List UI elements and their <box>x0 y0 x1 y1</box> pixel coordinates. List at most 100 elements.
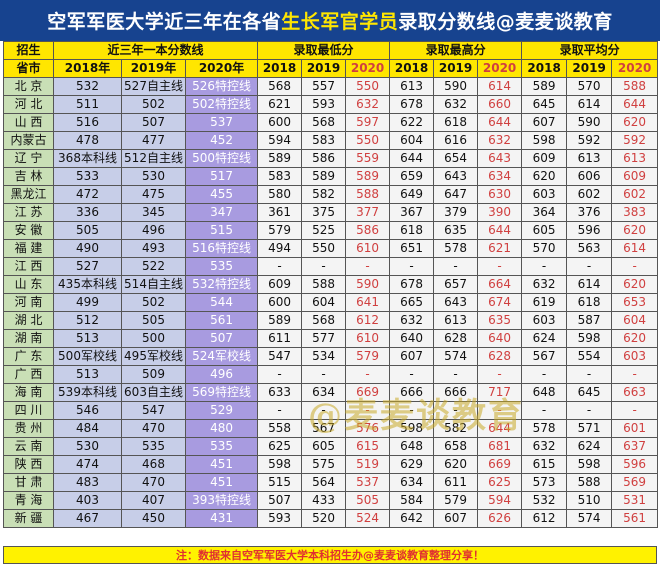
highest-2019: 379 <box>433 203 479 222</box>
average-2018: 612 <box>521 509 568 528</box>
control-line-2019: 514自主线 <box>121 275 186 294</box>
control-line-2020: 393特控线 <box>184 491 259 510</box>
table-row: 湖 南 513 500 507 611 577 610 640 628 640 624 598 620 <box>3 329 659 348</box>
table-row: 福 建 490 493 516特控线 494 550 610 651 578 621 570 563 6… <box>3 239 659 258</box>
control-line-2019: 535 <box>121 437 186 456</box>
highest-2019: 632 <box>433 95 479 114</box>
lowest-2020: 590 <box>345 275 391 294</box>
control-line-2020: 452 <box>184 131 259 150</box>
highest-2018: 648 <box>389 437 435 456</box>
control-line-2019: 527自主线 <box>121 77 186 96</box>
control-line-2019: 496 <box>121 221 186 240</box>
control-line-2020: 524军校线 <box>184 347 259 366</box>
lowest-2018: 515 <box>257 473 303 492</box>
control-line-2020: 500特控线 <box>184 149 259 168</box>
average-2020: 531 <box>611 491 659 510</box>
highest-2020: 635 <box>477 311 523 330</box>
average-2019: 571 <box>566 419 613 438</box>
corner-header-top: 招生 <box>3 41 54 60</box>
lowest-2018: 600 <box>257 293 303 312</box>
table-row: 湖 北 512 505 561 589 568 612 632 613 635 603 587 604 <box>3 311 659 330</box>
province-name: 广 东 <box>3 347 54 366</box>
highest-2018: - <box>389 257 435 276</box>
highest-2019: 643 <box>433 167 479 186</box>
highest-2020: 644 <box>477 113 523 132</box>
average-2018: - <box>521 401 568 420</box>
average-2018: 603 <box>521 311 568 330</box>
lowest-2018: 633 <box>257 383 303 402</box>
average-2019: 574 <box>566 509 613 528</box>
average-2019: 618 <box>566 293 613 312</box>
control-line-2019: 495军校线 <box>121 347 186 366</box>
lowest-2019: - <box>301 257 347 276</box>
average-2019: 554 <box>566 347 613 366</box>
average-2019: 510 <box>566 491 613 510</box>
province-name: 山 西 <box>3 113 54 132</box>
year-header: 2018 <box>389 59 435 78</box>
lowest-2019: 589 <box>301 167 347 186</box>
average-2019: 570 <box>566 77 613 96</box>
lowest-2020: 505 <box>345 491 391 510</box>
highest-2020: 594 <box>477 491 523 510</box>
highest-2019: 611 <box>433 473 479 492</box>
lowest-2020: 641 <box>345 293 391 312</box>
highest-2020: 669 <box>477 455 523 474</box>
highest-2019: 618 <box>433 113 479 132</box>
average-2018: 615 <box>521 455 568 474</box>
average-2019: 645 <box>566 383 613 402</box>
highest-2020: 660 <box>477 95 523 114</box>
highest-2020: 621 <box>477 239 523 258</box>
average-2020: 602 <box>611 185 659 204</box>
average-2019: 588 <box>566 473 613 492</box>
average-2018: 598 <box>521 131 568 150</box>
table-row: 陕 西 474 468 451 598 575 519 629 620 669 615 598 596 <box>3 455 659 474</box>
highest-2020: 644 <box>477 221 523 240</box>
average-2020: 569 <box>611 473 659 492</box>
lowest-2019: 588 <box>301 275 347 294</box>
control-line-2018: 546 <box>53 401 122 420</box>
province-name: 海 南 <box>3 383 54 402</box>
highest-2018: 367 <box>389 203 435 222</box>
lowest-2019: 534 <box>301 347 347 366</box>
average-2018: 567 <box>521 347 568 366</box>
highest-2019: 613 <box>433 311 479 330</box>
highest-2018: 640 <box>389 329 435 348</box>
highest-2019: 620 <box>433 455 479 474</box>
lowest-2019: 583 <box>301 131 347 150</box>
highest-2018: 642 <box>389 509 435 528</box>
group-header-average: 录取平均分 <box>521 41 659 60</box>
title-part-1: 空军军医大学近三年在各省 <box>47 11 282 33</box>
lowest-2018: 568 <box>257 77 303 96</box>
lowest-2020: 632 <box>345 95 391 114</box>
highest-2018: 622 <box>389 113 435 132</box>
lowest-2019: 557 <box>301 77 347 96</box>
lowest-2018: 507 <box>257 491 303 510</box>
highest-2020: 674 <box>477 293 523 312</box>
control-line-2020: 496 <box>184 365 259 384</box>
highest-2020: 632 <box>477 131 523 150</box>
average-2019: 606 <box>566 167 613 186</box>
average-2020: 561 <box>611 509 659 528</box>
lowest-2020: 537 <box>345 473 391 492</box>
group-header-lowest: 录取最低分 <box>257 41 391 60</box>
province-name: 贵 州 <box>3 419 54 438</box>
highest-2019: 578 <box>433 239 479 258</box>
lowest-2020: 586 <box>345 221 391 240</box>
highest-2018: 665 <box>389 293 435 312</box>
control-line-2019: 407 <box>121 491 186 510</box>
control-line-2018: 483 <box>53 473 122 492</box>
average-2020: 588 <box>611 77 659 96</box>
lowest-2018: 558 <box>257 419 303 438</box>
table-row: 安 徽 505 496 515 579 525 586 618 635 644 605 596 620 <box>3 221 659 240</box>
year-header: 2018 <box>257 59 303 78</box>
highest-2018: - <box>389 401 435 420</box>
lowest-2018: 609 <box>257 275 303 294</box>
highest-2019: 616 <box>433 131 479 150</box>
lowest-2019: 568 <box>301 113 347 132</box>
lowest-2020: 579 <box>345 347 391 366</box>
control-line-2020: 347 <box>184 203 259 222</box>
highest-2020: 634 <box>477 167 523 186</box>
control-line-2018: 512 <box>53 311 122 330</box>
control-line-2018: 336 <box>53 203 122 222</box>
average-2018: 619 <box>521 293 568 312</box>
